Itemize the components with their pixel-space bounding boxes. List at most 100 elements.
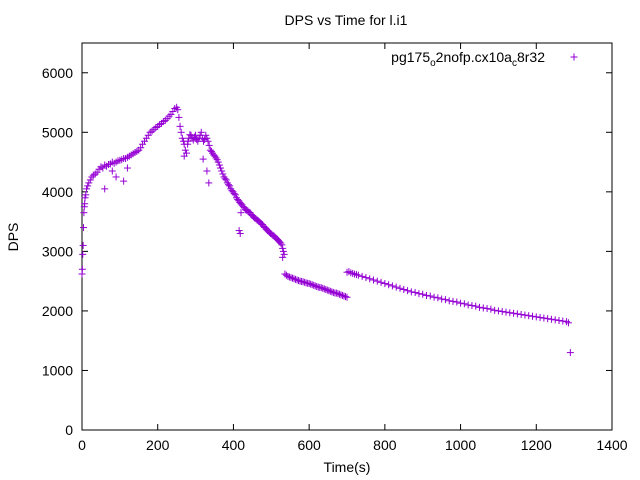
data-point xyxy=(235,227,243,235)
data-point xyxy=(566,349,574,357)
data-point xyxy=(282,271,290,279)
data-point xyxy=(307,280,315,288)
data-point xyxy=(341,293,349,301)
data-point xyxy=(430,293,438,301)
data-point xyxy=(154,122,162,130)
data-point xyxy=(219,170,227,178)
data-point xyxy=(498,308,506,316)
data-point xyxy=(479,304,487,312)
x-axis: 0 200 400 600 800 1000 1200 1400 xyxy=(78,43,628,453)
data-point xyxy=(322,285,330,293)
data-point xyxy=(502,308,510,316)
data-point xyxy=(144,131,152,139)
data-point xyxy=(326,287,334,295)
data-point xyxy=(211,152,219,160)
data-point xyxy=(426,292,434,300)
data-point xyxy=(441,296,449,304)
x-tick-label: 1400 xyxy=(596,437,627,453)
data-point xyxy=(559,317,567,325)
data-point xyxy=(438,295,446,303)
data-point xyxy=(563,318,571,326)
data-point xyxy=(207,147,215,155)
data-point xyxy=(287,274,295,282)
data-point xyxy=(175,113,183,121)
legend-part: 2nofp.cx10a xyxy=(436,49,512,65)
data-point xyxy=(83,185,91,193)
data-point xyxy=(343,293,351,301)
data-point xyxy=(180,152,188,160)
data-point xyxy=(404,287,412,295)
data-point xyxy=(305,280,313,288)
data-point xyxy=(337,291,345,299)
data-point xyxy=(525,312,533,320)
data-point xyxy=(112,173,120,181)
legend-marker xyxy=(570,53,578,61)
data-point xyxy=(284,272,292,280)
data-point xyxy=(313,283,321,291)
data-point xyxy=(189,136,197,144)
data-point xyxy=(218,167,226,175)
legend-label: pg175o2nofp.cx10ac8r32 xyxy=(391,49,545,69)
data-point xyxy=(317,284,325,292)
data-point xyxy=(292,275,300,283)
data-point xyxy=(334,290,342,298)
x-tick-label: 0 xyxy=(78,437,86,453)
data-point xyxy=(445,297,453,305)
data-point xyxy=(540,314,548,322)
chart-title: DPS vs Time for l.i1 xyxy=(285,12,408,28)
data-point xyxy=(123,164,131,172)
data-point xyxy=(419,290,427,298)
data-point xyxy=(311,282,319,290)
data-point xyxy=(423,291,430,299)
data-point xyxy=(310,281,318,289)
data-point xyxy=(222,176,230,184)
data-point xyxy=(400,285,408,293)
data-point xyxy=(82,191,90,199)
data-point xyxy=(278,241,286,249)
data-point xyxy=(181,146,189,154)
data-point xyxy=(491,306,499,314)
data-point xyxy=(449,297,457,305)
data-point xyxy=(277,239,285,247)
data-point xyxy=(464,301,472,309)
data-point xyxy=(84,182,92,190)
data-point xyxy=(370,276,377,284)
data-point xyxy=(150,125,158,133)
legend-marker-plus xyxy=(570,53,578,61)
data-point xyxy=(221,175,229,183)
data-point xyxy=(230,190,238,198)
data-point xyxy=(88,173,96,181)
data-point xyxy=(308,281,316,289)
data-point xyxy=(226,182,234,190)
data-point xyxy=(237,209,245,217)
data-point xyxy=(120,177,128,185)
data-point xyxy=(205,179,213,187)
data-point xyxy=(80,224,88,232)
data-point xyxy=(214,158,222,166)
data-point xyxy=(202,131,210,139)
legend-subscript: o xyxy=(430,58,436,69)
data-point xyxy=(186,131,194,139)
data-point xyxy=(279,253,287,261)
data-point xyxy=(137,144,145,152)
x-tick-label: 1000 xyxy=(445,437,476,453)
data-point xyxy=(91,170,99,178)
data-point xyxy=(319,284,327,292)
data-point xyxy=(293,276,301,284)
legend-part: 8r32 xyxy=(517,49,545,65)
data-point xyxy=(320,285,328,293)
data-point xyxy=(457,299,465,307)
data-point xyxy=(158,119,165,127)
data-points xyxy=(78,103,574,357)
data-point xyxy=(555,316,563,324)
data-point xyxy=(101,185,109,193)
data-point xyxy=(536,313,544,321)
data-point xyxy=(80,209,88,217)
data-point xyxy=(547,315,555,323)
data-point xyxy=(352,271,360,279)
x-tick-label: 1200 xyxy=(521,437,552,453)
x-tick-label: 200 xyxy=(146,437,170,453)
data-point xyxy=(85,179,93,187)
y-axis-label: DPS xyxy=(5,223,21,252)
data-point xyxy=(323,286,331,294)
